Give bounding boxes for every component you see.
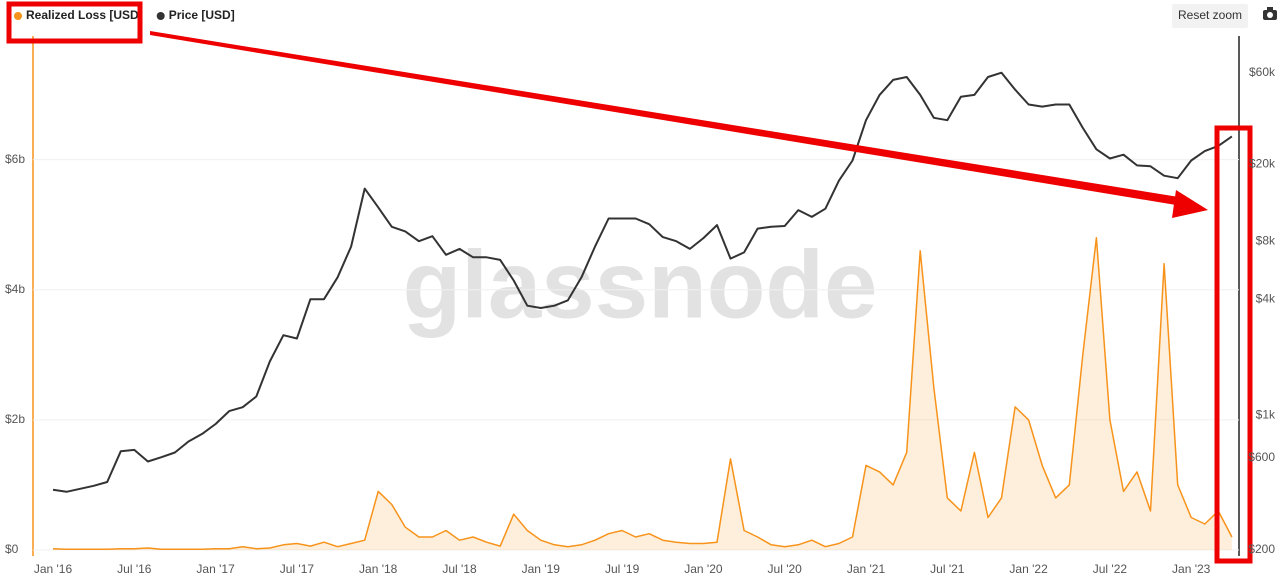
y2-tick-label: $20k	[1249, 157, 1276, 171]
y-tick-label: $2b	[5, 412, 25, 426]
y2-tick-label: $200	[1248, 542, 1275, 556]
legend-label: Realized Loss [USD]	[26, 8, 143, 22]
x-tick-label: Jan '22	[1009, 562, 1048, 576]
x-tick-label: Jan '17	[196, 562, 235, 576]
reset-zoom-button[interactable]	[1172, 4, 1248, 28]
annotation-box	[6, 1, 143, 44]
series-line	[52, 71, 1233, 493]
legend: Realized Loss [USD] Price [USD]	[14, 8, 235, 22]
x-tick-label: Jan '18	[359, 562, 398, 576]
legend-label: Price [USD]	[169, 8, 235, 22]
camera-icon[interactable]	[1263, 7, 1277, 20]
series-line	[52, 236, 1233, 551]
annotation-arrow	[150, 31, 1185, 206]
y2-tick-label: $60k	[1249, 65, 1276, 79]
plot-area	[33, 71, 1239, 551]
reset-zoom-label[interactable]: Reset zoom	[1178, 8, 1242, 22]
x-tick-label: Jul '21	[930, 562, 965, 576]
watermark: glassnode	[403, 231, 878, 338]
y2-tick-label: $4k	[1256, 291, 1276, 305]
y2-tick-label: $600	[1248, 450, 1275, 464]
y-tick-label: $4b	[5, 282, 25, 296]
y-tick-label: $6b	[5, 152, 25, 166]
legend-marker	[156, 12, 165, 20]
legend-marker	[14, 12, 22, 20]
x-tick-label: Jan '20	[684, 562, 723, 576]
annotation	[6, 1, 1253, 564]
y-tick-label: $0	[5, 542, 19, 556]
x-tick-label: Jan '19	[522, 562, 561, 576]
x-tick-label: Jul '18	[442, 562, 477, 576]
x-tick-label: Jul '20	[768, 562, 803, 576]
annotation-arrowhead	[1172, 190, 1208, 218]
y2-tick-label: $8k	[1256, 233, 1276, 247]
x-tick-label: Jan '16	[34, 562, 73, 576]
x-tick-label: Jul '16	[117, 562, 152, 576]
series-area	[53, 237, 1232, 550]
x-tick-label: Jul '22	[1093, 562, 1128, 576]
annotation-box	[1214, 125, 1253, 564]
x-tick-label: Jan '21	[847, 562, 886, 576]
y2-tick-label: $1k	[1256, 407, 1276, 421]
x-tick-label: Jul '17	[280, 562, 315, 576]
x-tick-label: Jan '23	[1172, 562, 1211, 576]
x-tick-label: Jul '19	[605, 562, 640, 576]
